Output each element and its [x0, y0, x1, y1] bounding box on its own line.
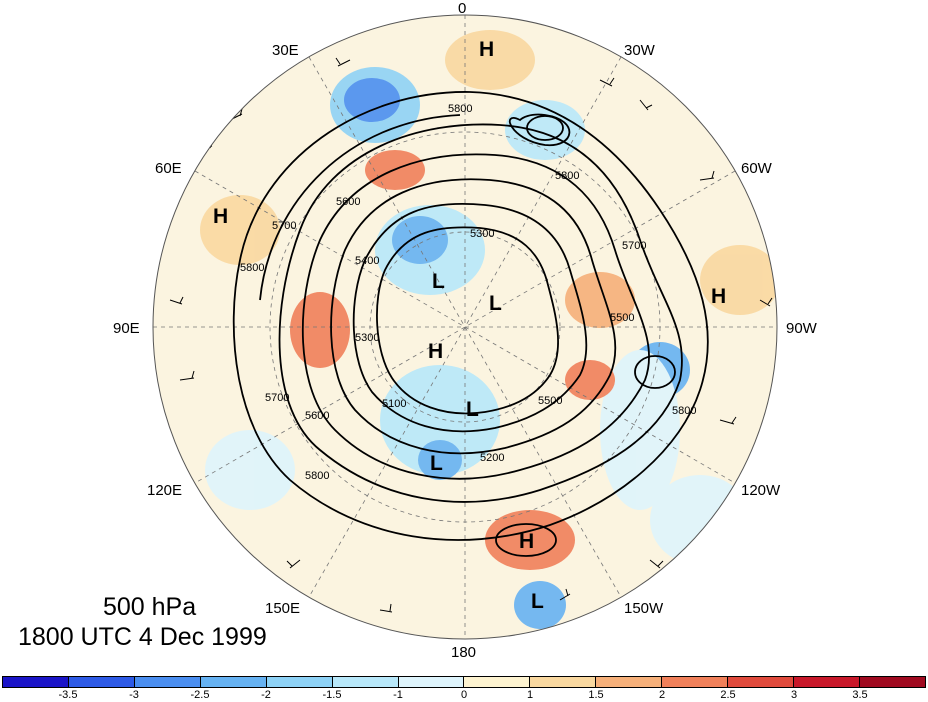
colorbar-tick-label: 3 [790, 689, 798, 701]
colorbar-swatch [134, 677, 201, 687]
lon-label-150w: 150W [624, 600, 664, 617]
lon-label-120e: 120E [147, 482, 183, 499]
colorbar-tick-label: -3.5 [58, 689, 78, 701]
height-contours [232, 91, 709, 557]
colorbar-tick-label: 3.5 [852, 689, 868, 701]
colorbar-tick-label: 2.5 [720, 689, 736, 701]
colorbar-swatch [662, 677, 729, 687]
graticule [153, 15, 777, 639]
map-border [152, 14, 778, 640]
colorbar-swatch [266, 677, 333, 687]
title-time: 1800 UTC 4 Dec 1999 [18, 623, 267, 651]
low-center: L [430, 452, 443, 475]
lon-label-90e: 90E [113, 320, 140, 337]
colorbar [2, 676, 926, 688]
colorbar-tick-label: -2.5 [190, 689, 210, 701]
colorbar-tick-label: -1 [393, 689, 403, 701]
contour-label: 5700 [622, 240, 647, 252]
contour-label: 5500 [610, 312, 635, 324]
colorbar-tick-label: 1.5 [588, 689, 604, 701]
colorbar-swatch [200, 677, 267, 687]
colorbar-tick-label: -2 [261, 689, 271, 701]
contour-label: 5800 [240, 262, 265, 274]
colorbar-swatch [68, 677, 135, 687]
wind-barbs [169, 57, 773, 613]
high-center: H [711, 285, 727, 308]
colorbar-tick-label: -3 [129, 689, 139, 701]
colorbar-swatch [794, 677, 860, 687]
colorbar-swatch [596, 677, 663, 687]
title-level: 500 hPa [103, 593, 197, 621]
lon-label-60e: 60E [155, 160, 182, 177]
colorbar-swatch [728, 677, 795, 687]
low-center: L [432, 270, 445, 293]
colorbar-tick-label: 0 [460, 689, 468, 701]
contour-label: 5600 [336, 196, 361, 208]
contour-label: 5700 [272, 220, 297, 232]
low-center: L [531, 590, 544, 613]
colorbar-swatch [332, 677, 399, 687]
colorbar-swatch [859, 677, 925, 687]
colorbar-tick-label: 1 [526, 689, 534, 701]
contour-label: 5300 [355, 332, 380, 344]
high-center: H [479, 38, 495, 61]
contour-label: 5800 [555, 170, 580, 182]
lon-label-30e: 30E [272, 42, 299, 59]
colorbar-swatch [530, 677, 597, 687]
contour-label: 5200 [480, 452, 505, 464]
high-center: H [428, 340, 444, 363]
contour-label: 5800 [448, 103, 473, 115]
high-center: H [213, 205, 229, 228]
contour-label: 5800 [672, 405, 697, 417]
high-center: H [519, 530, 535, 553]
colorbar-tick-label: -1.5 [322, 689, 342, 701]
anomaly-shading [200, 30, 777, 629]
colorbar-swatch [3, 677, 69, 687]
lon-label-0: 0 [458, 0, 467, 17]
lon-label-180: 180 [451, 644, 477, 661]
contour-label: 5100 [382, 398, 407, 410]
lon-label-60w: 60W [741, 160, 772, 177]
colorbar-swatch [464, 677, 531, 687]
contour-label: 5800 [305, 470, 330, 482]
low-center: L [466, 398, 479, 421]
lon-label-120w: 120W [741, 482, 781, 499]
lon-label-150e: 150E [265, 600, 301, 617]
colorbar-tick-label: 2 [658, 689, 666, 701]
contour-label: 5500 [538, 395, 563, 407]
low-center: L [489, 292, 502, 315]
contour-label: 5300 [470, 228, 495, 240]
contour-label: 5600 [305, 410, 330, 422]
lon-label-30w: 30W [624, 42, 655, 59]
lon-label-90w: 90W [786, 320, 817, 337]
contour-label: 5400 [355, 255, 380, 267]
colorbar-swatch [398, 677, 465, 687]
contour-label: 5700 [265, 392, 290, 404]
